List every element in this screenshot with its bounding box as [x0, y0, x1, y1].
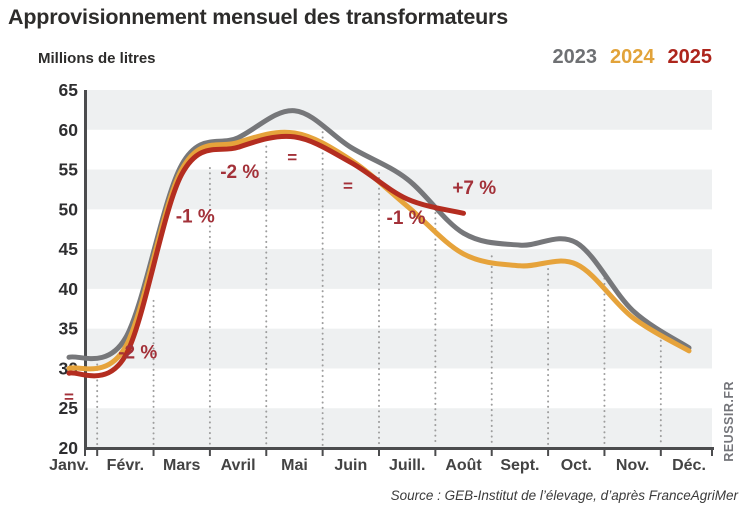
- y-axis-unit-label: Millions de litres: [38, 50, 156, 67]
- legend-item-2024: 2024: [610, 46, 655, 68]
- annotation-label: -2 %: [118, 343, 157, 364]
- x-month-label: Août: [445, 457, 482, 474]
- y-tick-label: 55: [59, 160, 79, 180]
- source-credit: Source : GEB-Institut de l’élevage, d’ap…: [390, 488, 738, 503]
- background-stripe: [85, 328, 712, 369]
- y-tick-label: 40: [59, 279, 79, 299]
- y-tick-label: 35: [59, 319, 79, 339]
- y-tick-label: 20: [59, 438, 79, 458]
- legend: 2023 2024 2025: [553, 46, 713, 69]
- x-month-label: Oct.: [561, 457, 592, 474]
- x-month-label: Sept.: [500, 457, 539, 474]
- legend-item-2023: 2023: [552, 46, 598, 68]
- y-tick-label: 45: [59, 239, 79, 259]
- annotation-label: -2 %: [220, 162, 259, 183]
- chart-title: Approvisionnement mensuel des transforma…: [8, 5, 508, 29]
- x-month-label: Déc.: [672, 457, 706, 474]
- x-month-label: Nov.: [616, 457, 649, 474]
- series-line-2025: [66, 133, 466, 379]
- x-month-label: Juin: [334, 457, 367, 474]
- annotation-label: =: [64, 387, 74, 406]
- annotation-label: +7 %: [452, 178, 496, 199]
- y-tick-label: 25: [59, 398, 79, 418]
- background-stripe: [85, 249, 712, 289]
- x-month-label: Janv.: [49, 457, 89, 474]
- x-month-label: Avril: [221, 457, 256, 474]
- y-tick-label: 65: [59, 80, 79, 100]
- background-stripe: [85, 169, 712, 210]
- x-month-label: Mars: [163, 457, 200, 474]
- annotation-label: -1 %: [387, 208, 426, 229]
- y-tick-label: 60: [59, 120, 79, 140]
- x-month-label: Mai: [281, 457, 308, 474]
- annotation-label: =: [343, 176, 353, 195]
- watermark-reussir: REUSSIR.FR: [722, 381, 736, 462]
- x-month-label: Juill.: [389, 457, 425, 474]
- x-month-label: Févr.: [107, 457, 144, 474]
- annotation-label: -1 %: [176, 206, 215, 227]
- annotation-label: =: [287, 148, 297, 167]
- y-tick-label: 50: [59, 199, 79, 219]
- background-stripe: [85, 90, 712, 130]
- legend-item-2025: 2025: [667, 46, 713, 68]
- background-stripe: [85, 408, 712, 448]
